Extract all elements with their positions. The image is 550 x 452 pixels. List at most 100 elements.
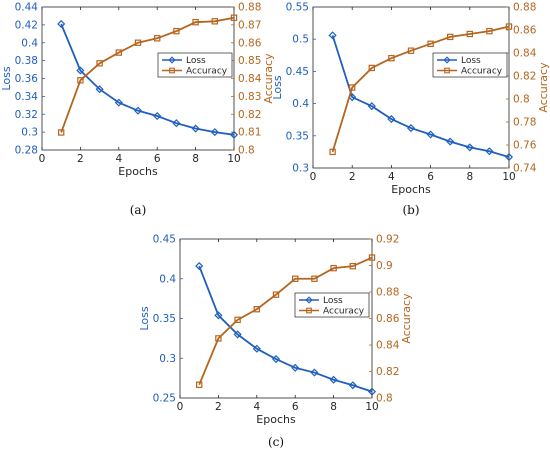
y-right-tick-label: 0.74 <box>513 163 537 175</box>
x-axis-label: Epochs <box>256 413 296 426</box>
legend-loss-marker <box>168 56 176 64</box>
legend-loss-label: Loss <box>186 56 206 66</box>
accuracy-data-point <box>57 129 65 136</box>
loss-series-line <box>331 35 510 158</box>
accuracy-data-point <box>234 316 241 324</box>
y-left-tick-label: 0.3 <box>21 127 38 139</box>
accuracy-data-point <box>211 18 218 25</box>
y-right-tick-label: 0.81 <box>238 127 261 139</box>
y-left-tick-label: 0.4 <box>21 37 38 49</box>
loss-data-point <box>210 128 219 137</box>
chart-panel-3: 0 2 4 6 8 10 Epochs 0.25 0.3 0.35 0.4 0.45 Loss 0.8 0.… <box>138 234 413 450</box>
loss-data-point <box>114 98 123 107</box>
x-tick-label: 0 <box>310 171 317 183</box>
y-right-tick-label: 0.8 <box>513 94 530 106</box>
plot-area <box>41 6 235 151</box>
accuracy-data-point <box>505 23 513 30</box>
legend-accuracy-label: Accuracy <box>461 67 503 77</box>
x-axis-label: Epochs <box>118 165 158 178</box>
x-tick-label: 8 <box>466 171 473 183</box>
loss-data-point <box>76 66 85 75</box>
accuracy-data-point <box>196 381 203 388</box>
accuracy-data-point <box>427 40 434 48</box>
loss-series-line <box>60 23 235 136</box>
y-right-tick-label: 0.88 <box>376 287 399 299</box>
y-right-tick-label: 0.82 <box>513 71 536 83</box>
x-tick-label: 2 <box>349 171 356 183</box>
x-tick-label: 10 <box>502 171 515 183</box>
x-axis-label: Epochs <box>391 183 431 196</box>
y-left-tick-label: 0.55 <box>286 2 309 14</box>
accuracy-data-point <box>272 291 280 298</box>
loss-data-point <box>214 311 223 320</box>
y-right-tick-label: 0.86 <box>238 37 262 49</box>
x-tick-label: 10 <box>227 153 240 165</box>
x-tick-label: 4 <box>253 401 260 413</box>
x-tick-label: 6 <box>427 171 434 183</box>
accuracy-data-point <box>447 33 454 41</box>
y-right-tick-label: 0.84 <box>513 48 537 60</box>
y-left-tick-label: 0.45 <box>153 234 176 246</box>
loss-data-point <box>348 381 357 390</box>
y-right-tick-label: 0.83 <box>238 91 261 103</box>
loss-data-point <box>153 111 162 121</box>
y-right-tick-label: 0.84 <box>238 73 262 85</box>
accuracy-data-point <box>388 54 395 62</box>
accuracy-data-point <box>215 335 222 342</box>
y-right-tick-label: 0.82 <box>376 366 399 378</box>
y-left-tick-label: 0.4 <box>292 98 309 110</box>
loss-data-point <box>252 344 261 353</box>
y-left-tick-label: 0.45 <box>286 66 309 78</box>
legend-accuracy-marker <box>169 67 175 74</box>
panel-caption: (a) <box>130 203 147 217</box>
loss-data-point <box>191 124 200 133</box>
loss-data-point <box>310 368 319 377</box>
accuracy-data-point <box>330 264 337 272</box>
accuracy-data-point <box>349 262 357 270</box>
legend-accuracy-label: Accuracy <box>323 307 365 317</box>
accuracy-data-point <box>486 27 493 35</box>
y-left-tick-label: 0.38 <box>15 55 38 67</box>
y-right-tick-label: 0.78 <box>513 117 536 129</box>
y-right-axis-label: Accuracy <box>400 293 413 344</box>
loss-data-point <box>133 106 143 115</box>
legend-accuracy-marker <box>306 307 312 314</box>
accuracy-data-point <box>311 275 318 282</box>
accuracy-data-point <box>230 14 238 21</box>
accuracy-data-point <box>154 35 161 42</box>
accuracy-data-point <box>292 275 299 282</box>
x-tick-label: 2 <box>77 153 84 165</box>
accuracy-data-point <box>192 18 199 26</box>
y-left-tick-label: 0.5 <box>292 34 309 46</box>
y-left-axis-label: Loss <box>0 66 13 90</box>
y-right-tick-label: 0.86 <box>376 313 400 325</box>
accuracy-series-line <box>60 16 235 133</box>
y-right-tick-label: 0.76 <box>513 140 537 152</box>
y-left-tick-label: 0.44 <box>15 2 39 14</box>
plot-area <box>312 6 510 169</box>
y-left-tick-label: 0.36 <box>15 73 39 85</box>
x-tick-label: 8 <box>192 153 199 165</box>
accuracy-data-point <box>134 39 142 46</box>
loss-data-point <box>387 115 396 124</box>
y-right-tick-label: 0.88 <box>238 2 261 14</box>
legend-loss-marker <box>305 296 313 304</box>
accuracy-data-point <box>368 64 376 72</box>
loss-data-point <box>504 153 514 162</box>
y-right-tick-label: 0.8 <box>376 393 393 405</box>
x-tick-label: 8 <box>330 401 337 413</box>
loss-data-point <box>233 330 242 339</box>
x-tick-label: 4 <box>115 153 122 165</box>
legend-accuracy-marker <box>444 67 450 74</box>
loss-data-point <box>329 375 338 384</box>
y-left-tick-label: 0.4 <box>159 273 176 285</box>
x-tick-label: 4 <box>388 171 395 183</box>
y-left-axis-label: Loss <box>138 306 151 330</box>
y-left-tick-label: 0.35 <box>286 130 309 142</box>
y-right-tick-label: 0.9 <box>376 260 393 272</box>
accuracy-series-line <box>331 25 510 153</box>
loss-data-point <box>465 143 474 152</box>
